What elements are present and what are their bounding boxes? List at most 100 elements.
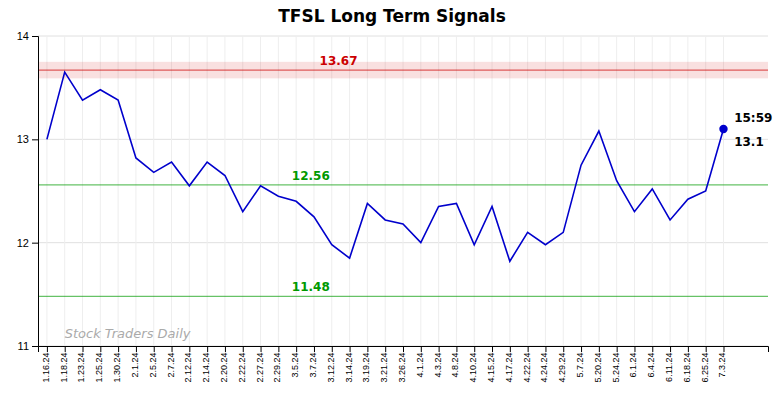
grid-line-x: [527, 36, 528, 346]
x-tick-mark: [706, 346, 707, 352]
grid-line-x: [171, 36, 172, 346]
x-tick-mark: [510, 346, 511, 352]
grid-line-x: [723, 36, 724, 346]
x-tick: 2.20.24: [219, 346, 229, 383]
x-tick-mark: [474, 346, 475, 352]
grid-line-x: [118, 36, 119, 346]
last-point: [719, 125, 727, 133]
x-tick: 2.14.24: [201, 346, 211, 383]
x-tick-mark: [47, 346, 48, 352]
reference-line: [38, 296, 768, 297]
grid-line-x: [403, 36, 404, 346]
y-tick-mark: [32, 139, 38, 140]
x-tick-mark: [350, 346, 351, 352]
x-tick-label: 4.10.24: [468, 353, 478, 383]
x-tick-mark: [243, 346, 244, 352]
x-tick: 6.4.24: [646, 346, 656, 378]
reference-label: 11.48: [292, 280, 330, 294]
x-tick-label: 2.20.24: [219, 353, 229, 383]
grid-line-x: [634, 36, 635, 346]
x-tick-mark: [83, 346, 84, 352]
x-tick: 2.1.24: [130, 346, 140, 378]
x-tick-mark: [581, 346, 582, 352]
x-tick: 6.18.24: [682, 346, 692, 383]
x-tick-label: 6.18.24: [682, 353, 692, 383]
plot: 11 12 13 14 1.16.241.18.241.23.241.25.241.30…: [17, 30, 773, 383]
x-tick-mark: [314, 346, 315, 352]
title: TFSL Long Term Signals: [278, 6, 506, 26]
y-axis: 11 12 13 14: [17, 30, 39, 352]
annotation: 15:59: [734, 111, 772, 125]
y-tick: 12: [17, 237, 38, 249]
y-tick-mark: [32, 36, 38, 37]
x-tick: 7.3.24: [717, 346, 727, 378]
grid-line-x: [349, 36, 350, 346]
grid-line-x: [385, 36, 386, 346]
x-tick: 1.16.24: [41, 346, 51, 383]
x-tick: 4.29.24: [557, 346, 567, 383]
x-tick: 4.15.24: [486, 346, 496, 383]
x-tick: 3.7.24: [308, 346, 318, 378]
y-tick: 14: [17, 30, 38, 42]
x-tick-label: 4.3.24: [433, 353, 443, 378]
x-tick: 4.3.24: [433, 346, 443, 378]
x-tick-label: 1.30.24: [112, 353, 122, 383]
x-tick-mark: [136, 346, 137, 352]
x-tick: 4.24.24: [539, 346, 549, 383]
x-tick: 2.7.24: [166, 346, 176, 378]
reference-label: 13.67: [320, 54, 358, 68]
grid-line-x: [687, 36, 688, 346]
grid-line-x: [313, 36, 314, 346]
grid-line-x: [82, 36, 83, 346]
grid-line-x: [278, 36, 279, 346]
x-tick-mark: [403, 346, 404, 352]
x-tick: 4.17.24: [504, 346, 514, 383]
x-tick-label: 5.20.24: [593, 353, 603, 383]
x-tick: 3.12.24: [326, 346, 336, 383]
x-tick-mark: [456, 346, 457, 352]
x-tick: 6.25.24: [700, 346, 710, 383]
x-tick: 2.27.24: [255, 346, 265, 383]
x-tick: 5.24.24: [611, 346, 621, 383]
x-tick-label: 3.14.24: [344, 353, 354, 383]
x-tick-mark: [670, 346, 671, 352]
x-tick: 3.26.24: [397, 346, 407, 383]
chart: 11 12 13 14 1.16.241.18.241.23.241.25.241.30…: [0, 0, 784, 398]
grid-line-x: [456, 36, 457, 346]
grid-line-x: [420, 36, 421, 346]
x-axis: 1.16.241.18.241.23.241.25.241.30.242.1.2…: [39, 346, 769, 383]
x-tick: 2.12.24: [183, 346, 193, 383]
x-tick-label: 2.22.24: [237, 353, 247, 383]
x-tick: 1.23.24: [76, 346, 86, 383]
x-tick-label: 7.3.24: [717, 353, 727, 378]
x-tick: 1.30.24: [112, 346, 122, 383]
reference-line: [38, 69, 768, 70]
grid-line-x: [100, 36, 101, 346]
x-tick-label: 3.5.24: [290, 353, 300, 378]
x-tick-mark: [688, 346, 689, 352]
y-tick-label: 13: [17, 133, 29, 145]
x-tick-mark: [118, 346, 119, 352]
grid-line-x: [545, 36, 546, 346]
x-tick-label: 2.27.24: [255, 353, 265, 383]
annotations: 13.6712.5611.4815:5913.1Stock Traders Da…: [65, 54, 773, 341]
grid-line-x: [224, 36, 225, 346]
x-tick-label: 2.29.24: [272, 353, 282, 383]
y-tick-label: 11: [18, 340, 29, 352]
x-tick: 4.10.24: [468, 346, 478, 383]
grid-line-x: [189, 36, 190, 346]
grid-line-x: [563, 36, 564, 346]
x-tick-label: 4.29.24: [557, 353, 567, 383]
grid-line-x: [492, 36, 493, 346]
x-tick: 4.22.24: [522, 346, 532, 383]
grid-line-x: [367, 36, 368, 346]
x-tick-mark: [278, 346, 279, 352]
x-tick-label: 4.17.24: [504, 353, 514, 383]
reference-band: [38, 62, 768, 79]
x-tick-label: 5.7.24: [575, 353, 585, 378]
x-tick-label: 3.19.24: [361, 353, 371, 383]
x-tick-label: 2.7.24: [166, 353, 176, 378]
x-tick: 2.22.24: [237, 346, 247, 383]
x-tick: 4.8.24: [450, 346, 460, 378]
grid-line-x: [581, 36, 582, 346]
